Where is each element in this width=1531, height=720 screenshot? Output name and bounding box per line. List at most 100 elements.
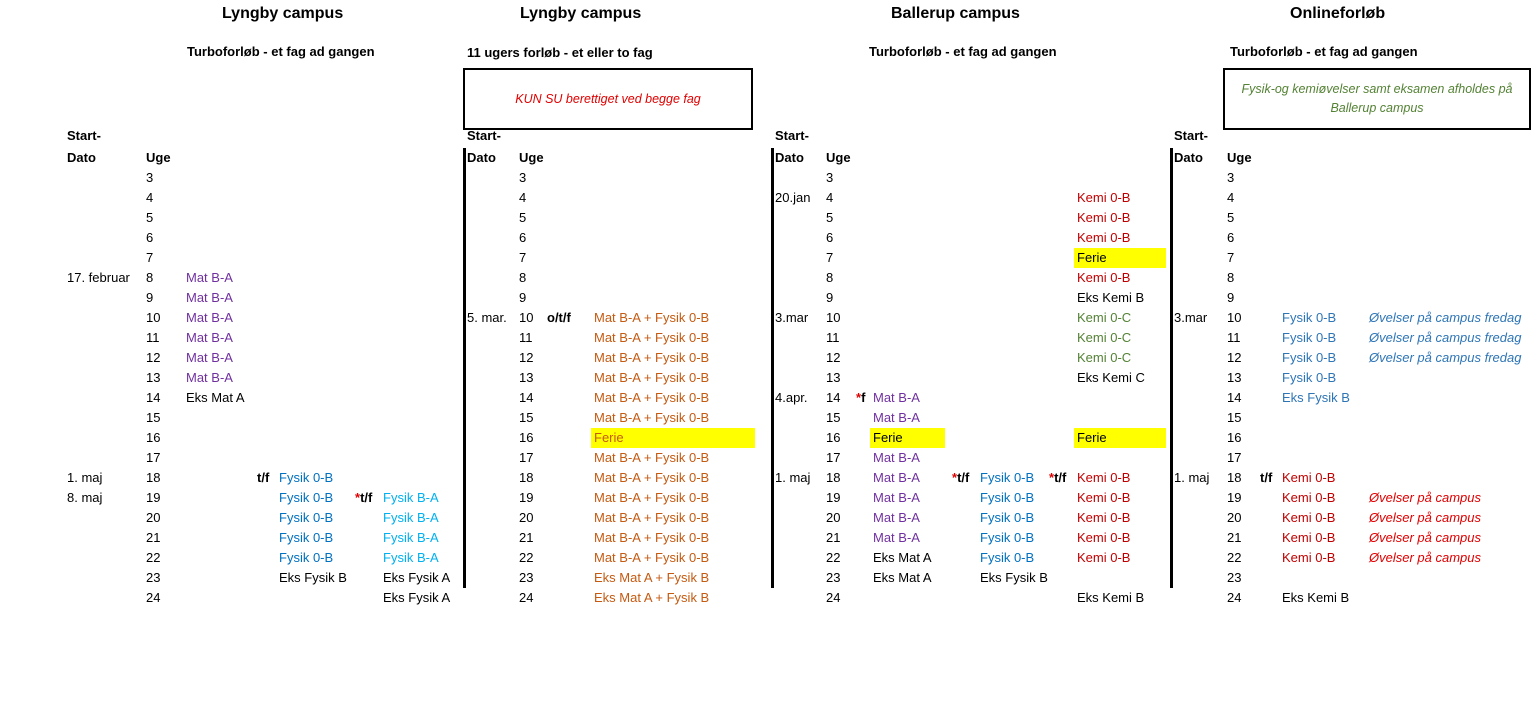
- lyngby-11-combo-w13: Mat B-A + Fysik 0-B: [594, 370, 710, 385]
- lyngby-11-combo-w14: Mat B-A + Fysik 0-B: [594, 390, 710, 405]
- header-start-2: Start-: [467, 128, 501, 143]
- week-number-col2: 8: [519, 270, 527, 285]
- lyngby-turbo-fysik-b-w21: Fysik 0-B: [279, 530, 334, 545]
- lyngby-turbo-mat-w9: Mat B-A: [186, 290, 233, 305]
- week-number-col3: 12: [826, 350, 841, 365]
- week-number-col4: 15: [1227, 410, 1242, 425]
- week-number-col3: 19: [826, 490, 841, 505]
- week-number-col3: 21: [826, 530, 841, 545]
- week-number-col1: 13: [146, 370, 161, 385]
- week-number-col2: 19: [519, 490, 534, 505]
- ballerup-kemi-w8: Kemi 0-B: [1077, 270, 1131, 285]
- ballerup-date-w10: 3.mar: [775, 310, 809, 325]
- lyngby-turbo-fysik-b-w19: Fysik 0-B: [279, 490, 334, 505]
- lyngby-turbo-star-tf-w19: *t/f: [355, 488, 372, 508]
- ballerup-mat-w15: Mat B-A: [873, 410, 920, 425]
- section-title-lyngby-11: Lyngby campus: [520, 5, 642, 22]
- ballerup-fysik-w21: Fysik 0-B: [980, 530, 1035, 545]
- week-number-col4: 6: [1227, 230, 1235, 245]
- week-number-col2: 21: [519, 530, 534, 545]
- week-number-col1: 3: [146, 170, 154, 185]
- ballerup-fysik-w18: Fysik 0-B: [980, 470, 1035, 485]
- ballerup-mat-w18: Mat B-A: [873, 470, 920, 485]
- week-number-col2: 13: [519, 370, 534, 385]
- week-number-col4: 12: [1227, 350, 1242, 365]
- lyngby-11-combo-w11: Mat B-A + Fysik 0-B: [594, 330, 710, 345]
- ballerup-fysik-w20: Fysik 0-B: [980, 510, 1035, 525]
- online-course-w14: Eks Fysik B: [1282, 390, 1350, 405]
- su-note-box: KUN SU berettiget ved begge fag: [463, 68, 753, 130]
- ballerup-mat-mark-star: *: [856, 390, 862, 405]
- lyngby-turbo-mat-w8: Mat B-A: [186, 270, 233, 285]
- online-note-text: Fysik-og kemiøvelser samt eksamen afhold…: [1241, 82, 1513, 115]
- ballerup-mat-w21: Mat B-A: [873, 530, 920, 545]
- week-number-col3: 20: [826, 510, 841, 525]
- week-number-col2: 16: [519, 430, 534, 445]
- week-number-col4: 22: [1227, 550, 1242, 565]
- week-number-col1: 12: [146, 350, 161, 365]
- lyngby-11-combo-w20: Mat B-A + Fysik 0-B: [594, 510, 710, 525]
- lyngby-turbo-mat-w12: Mat B-A: [186, 350, 233, 365]
- week-number-col2: 12: [519, 350, 534, 365]
- header-start-1: Start-: [67, 128, 101, 143]
- ballerup-kemi-w20: Kemi 0-B: [1077, 510, 1131, 525]
- online-note-w19: Øvelser på campus: [1369, 490, 1481, 505]
- week-number-col1: 19: [146, 490, 161, 505]
- ballerup-date-w18: 1. maj: [775, 470, 811, 485]
- week-number-col3: 8: [826, 270, 834, 285]
- ballerup-fysik-mark-star: *: [952, 470, 958, 485]
- week-number-col4: 10: [1227, 310, 1242, 325]
- section-title-online: Onlineforløb: [1290, 5, 1386, 22]
- lyngby-turbo-fysik-b-w20: Fysik 0-B: [279, 510, 334, 525]
- lyngby-11-combo-w18: Mat B-A + Fysik 0-B: [594, 470, 710, 485]
- online-course-w10: Fysik 0-B: [1282, 310, 1337, 325]
- online-note-box: Fysik-og kemiøvelser samt eksamen afhold…: [1223, 68, 1531, 130]
- online-note-w12: Øvelser på campus fredag: [1369, 350, 1522, 365]
- online-course-w21: Kemi 0-B: [1282, 530, 1336, 545]
- ballerup-kemi-w22: Kemi 0-B: [1077, 550, 1131, 565]
- lyngby-11-combo-w16: Ferie: [591, 428, 755, 448]
- online-tf-w18: t/f: [1260, 470, 1273, 485]
- lyngby-turbo-star-tf-label: t/f: [360, 490, 373, 505]
- week-number-col3: 4: [826, 190, 834, 205]
- week-number-col3: 18: [826, 470, 841, 485]
- header-dato-4: Dato: [1174, 150, 1203, 165]
- lyngby-turbo-tf-w18: t/f: [257, 470, 270, 485]
- week-number-col2: 10: [519, 310, 534, 325]
- ballerup-kemi-w9: Eks Kemi B: [1077, 290, 1145, 305]
- week-number-col4: 18: [1227, 470, 1242, 485]
- week-number-col4: 8: [1227, 270, 1235, 285]
- header-uge-1: Uge: [146, 150, 171, 165]
- lyngby-turbo-fysik-b-w23: Eks Fysik B: [279, 570, 347, 585]
- ballerup-mat-mark-label: f: [861, 390, 866, 405]
- ballerup-kemi-w19: Kemi 0-B: [1077, 490, 1131, 505]
- lyngby-11-combo-w21: Mat B-A + Fysik 0-B: [594, 530, 710, 545]
- online-course-w18: Kemi 0-B: [1282, 470, 1336, 485]
- week-number-col1: 10: [146, 310, 161, 325]
- online-note-w21: Øvelser på campus: [1369, 530, 1481, 545]
- lyngby-11-combo-w19: Mat B-A + Fysik 0-B: [594, 490, 710, 505]
- week-number-col4: 14: [1227, 390, 1242, 405]
- ballerup-mat-w20: Mat B-A: [873, 510, 920, 525]
- online-course-w20: Kemi 0-B: [1282, 510, 1336, 525]
- week-number-col4: 20: [1227, 510, 1242, 525]
- week-number-col3: 11: [826, 330, 840, 345]
- online-date-w18: 1. maj: [1174, 470, 1210, 485]
- lyngby-turbo-fysik-a-w20: Fysik B-A: [383, 510, 439, 525]
- section-subtitle-lyngby-turbo: Turboforløb - et fag ad gangen: [187, 44, 375, 59]
- week-number-col2: 14: [519, 390, 534, 405]
- week-number-col1: 4: [146, 190, 154, 205]
- ballerup-mat-w16: Ferie: [870, 428, 945, 448]
- week-number-col2: 15: [519, 410, 534, 425]
- week-number-col1: 5: [146, 210, 154, 225]
- week-number-col1: 23: [146, 570, 161, 585]
- week-number-col1: 6: [146, 230, 154, 245]
- week-number-col3: 24: [826, 590, 841, 605]
- su-note-text: KUN SU berettiget ved begge fag: [515, 91, 701, 106]
- online-course-w13: Fysik 0-B: [1282, 370, 1337, 385]
- week-number-col1: 16: [146, 430, 161, 445]
- week-number-col4: 9: [1227, 290, 1235, 305]
- ballerup-kemi-w6: Kemi 0-B: [1077, 230, 1131, 245]
- ballerup-kemi-mark-w18: *t/f: [1049, 468, 1066, 488]
- online-note-w10: Øvelser på campus fredag: [1369, 310, 1522, 325]
